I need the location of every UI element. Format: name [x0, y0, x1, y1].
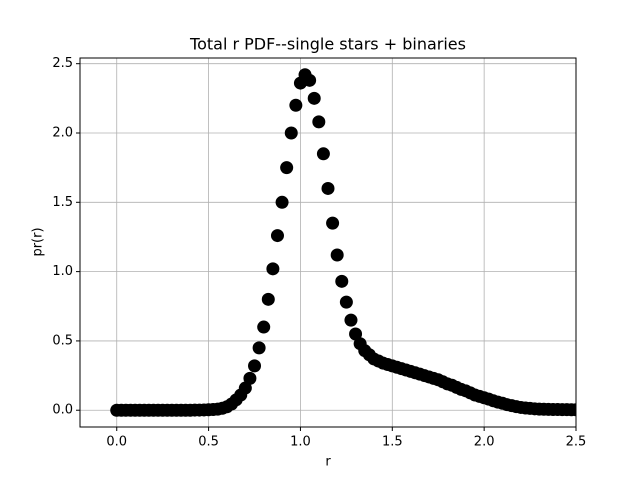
x-tick-label: 1.5: [382, 435, 403, 450]
point: [316, 147, 330, 161]
point: [284, 126, 298, 140]
point: [312, 115, 326, 129]
point: [243, 371, 257, 385]
x-tick-label: 2.0: [474, 435, 495, 450]
point: [275, 195, 289, 209]
point: [248, 359, 262, 373]
point: [307, 91, 321, 105]
chart-title: Total r PDF--single stars + binaries: [189, 35, 466, 54]
point: [321, 181, 335, 195]
y-tick-label: 1.5: [52, 195, 73, 210]
point: [344, 313, 358, 327]
y-tick-label: 1.0: [52, 264, 73, 279]
x-tick-label: 0.5: [198, 435, 219, 450]
plot-frame: [79, 57, 577, 428]
y-tick-label: 2.0: [52, 125, 73, 140]
point: [349, 327, 363, 341]
point: [330, 248, 344, 262]
point: [261, 292, 275, 306]
y-axis-label: pr(r): [31, 227, 46, 256]
point: [252, 341, 266, 355]
point: [289, 98, 303, 112]
point: [335, 274, 349, 288]
point: [238, 381, 252, 395]
y-tick-label: 0.0: [52, 403, 73, 418]
point: [257, 320, 271, 334]
point: [280, 161, 294, 175]
x-tick-label: 2.5: [566, 435, 587, 450]
point: [270, 229, 284, 243]
point: [326, 216, 340, 230]
point: [266, 262, 280, 276]
y-tick-label: 2.5: [52, 56, 73, 71]
point: [339, 295, 353, 309]
x-tick-label: 1.0: [290, 435, 311, 450]
x-axis-label: r: [325, 455, 331, 470]
y-tick-label: 0.5: [52, 333, 73, 348]
x-tick-label: 0.0: [106, 435, 127, 450]
points: [110, 68, 576, 417]
point: [303, 73, 317, 87]
point: [569, 403, 576, 417]
